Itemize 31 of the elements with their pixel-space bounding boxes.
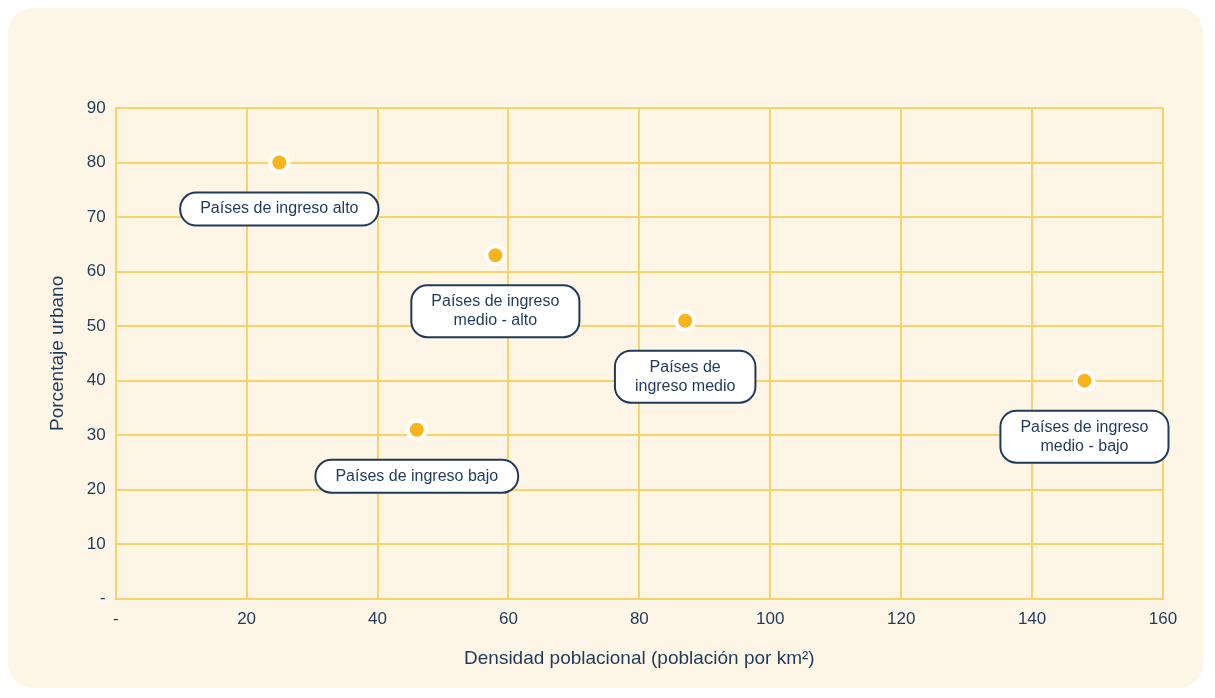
annotation: Países de ingreso medio [634, 357, 736, 394]
y-tick-label: - [100, 588, 106, 608]
point [1073, 369, 1096, 392]
y-tick-label: 40 [86, 370, 106, 390]
y-tick-label: 70 [86, 206, 106, 226]
x-tick-label: 60 [498, 608, 518, 628]
point [268, 151, 291, 174]
y-tick-label: 80 [86, 152, 106, 172]
annotation: Países de ingreso bajo [335, 466, 499, 484]
y-axis-title: Porcentaje urbano [45, 275, 67, 432]
x-tick-label: 40 [368, 608, 387, 628]
x-tick-label: 160 [1148, 608, 1178, 628]
x-tick-label: 100 [756, 608, 785, 628]
annotation: Países de ingreso medio - alto [431, 292, 560, 329]
y-tick-label: 60 [86, 261, 106, 281]
y-tick-label: 90 [86, 97, 106, 117]
y-tick-label: 20 [86, 479, 106, 499]
y-tick-label: 10 [86, 533, 106, 553]
y-tick-label: 30 [86, 424, 106, 444]
x-tick-label: 140 [1017, 608, 1047, 628]
point [405, 418, 428, 441]
x-tick-label: - [112, 608, 119, 628]
x-tick-label: 20 [237, 608, 257, 628]
x-tick-label: 80 [629, 608, 649, 628]
x-axis-title: Densidad poblacional (población por km²) [464, 646, 815, 668]
point [674, 309, 697, 332]
annotation: Países de ingreso medio - bajo [1020, 417, 1149, 454]
point [484, 244, 507, 267]
y-tick-label: 50 [86, 315, 106, 335]
x-tick-label: 120 [886, 608, 916, 628]
annotation: Países de ingreso alto [200, 199, 359, 217]
